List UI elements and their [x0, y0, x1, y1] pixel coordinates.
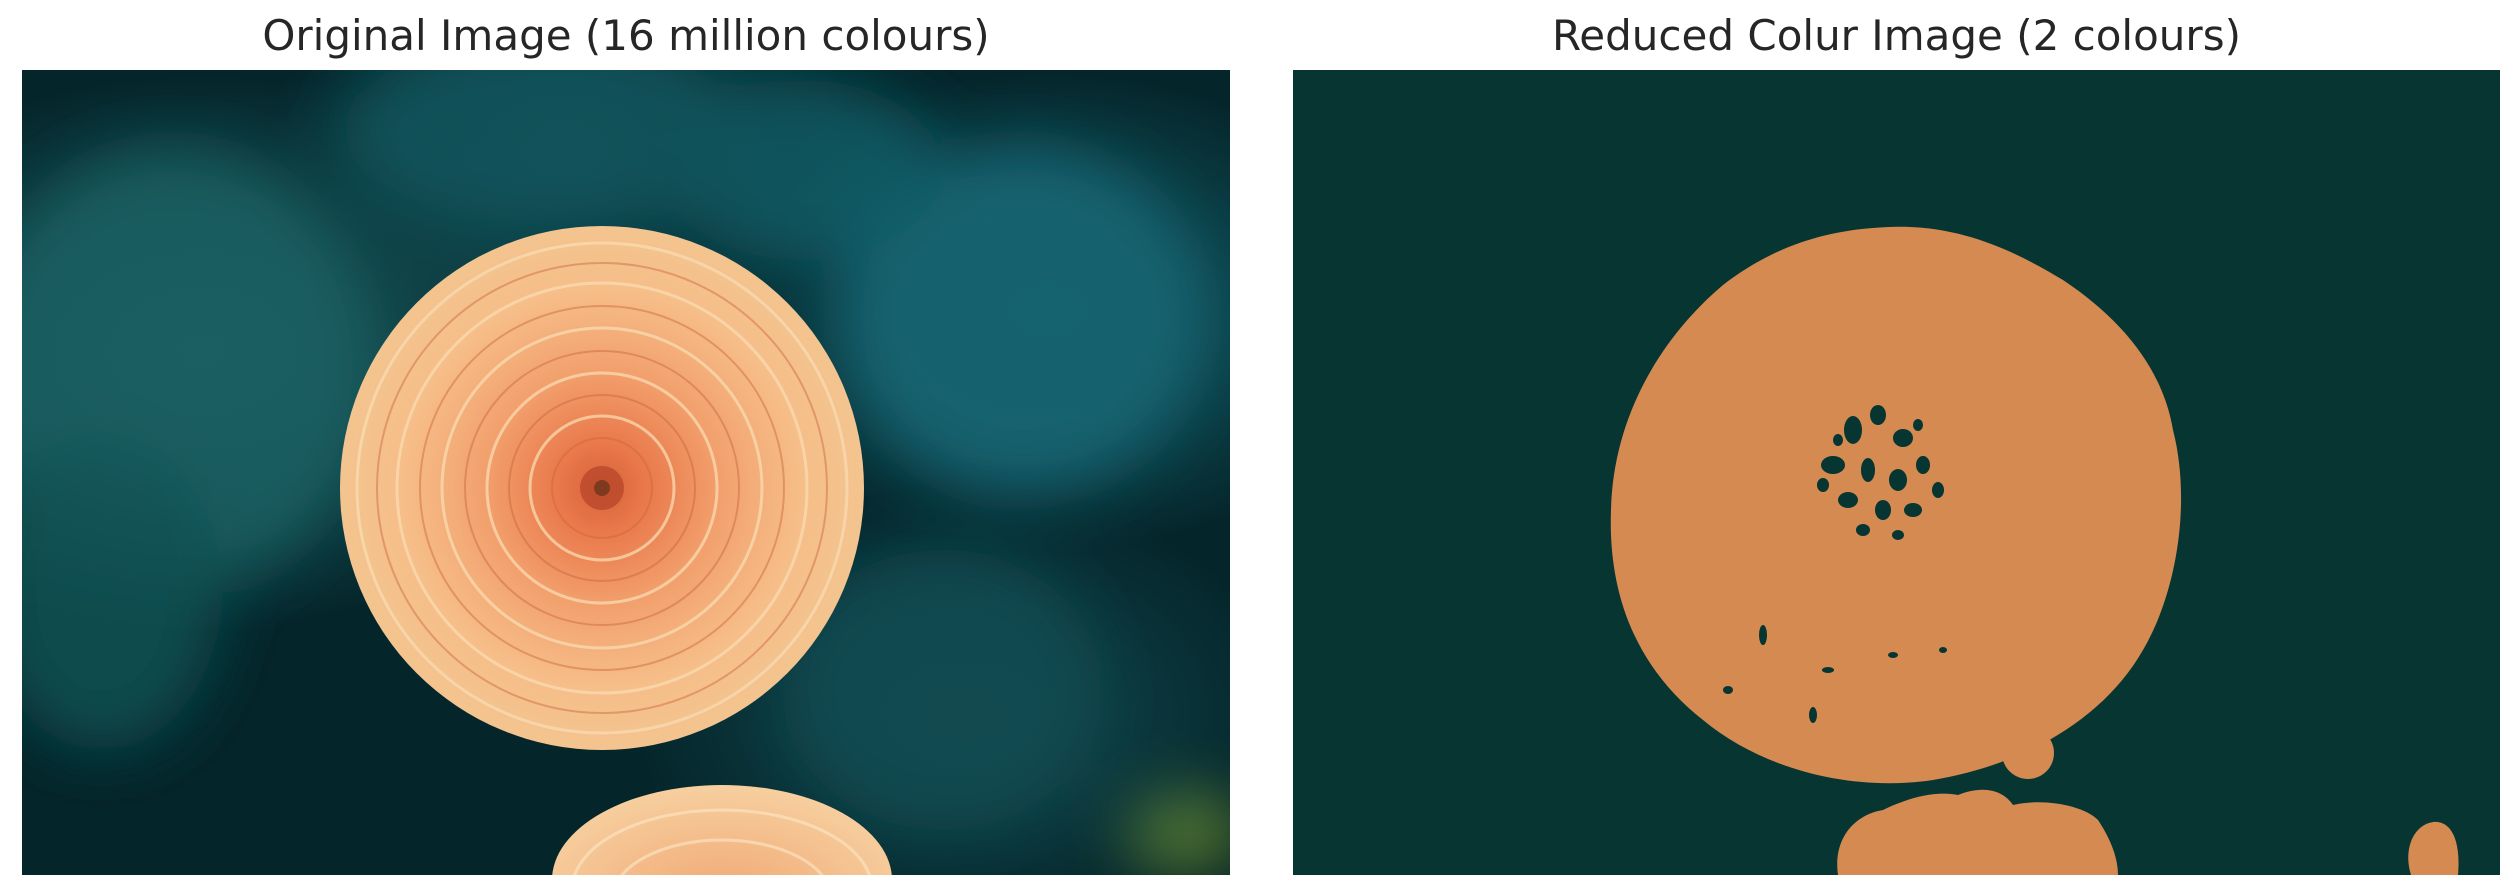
original-image-title: Original Image (16 million colours) — [262, 11, 990, 60]
reduced-colour-image-panel: Reduced Colur Image (2 colours) — [1293, 0, 2500, 895]
original-image-panel: Original Image (16 million colours) — [22, 0, 1230, 895]
dahlia-two-colour — [1293, 70, 2500, 875]
dahlia-photo — [22, 70, 1230, 875]
original-image — [22, 70, 1230, 875]
reduced-colour-image — [1293, 70, 2500, 875]
reduced-colour-image-title: Reduced Colur Image (2 colours) — [1552, 11, 2241, 60]
